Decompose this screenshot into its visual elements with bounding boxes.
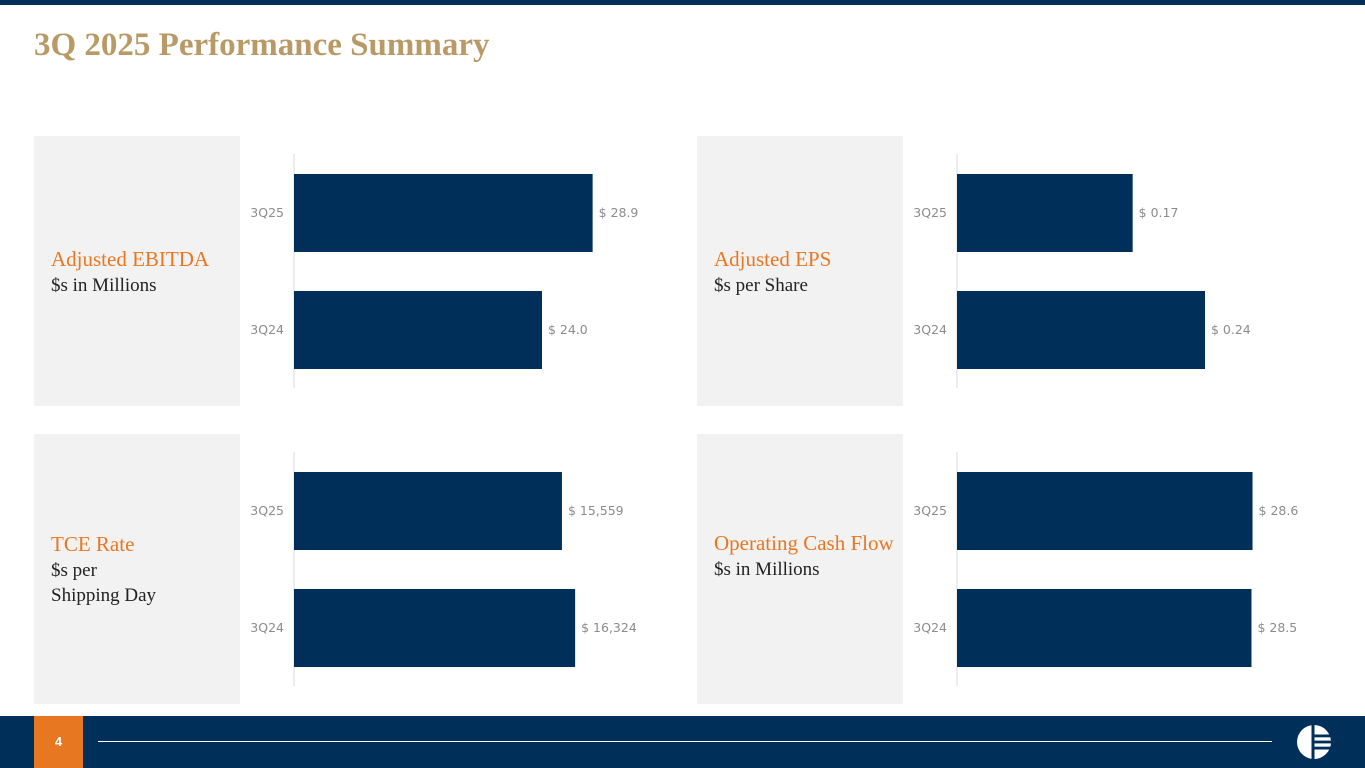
value-label: $ 0.17 [1139, 205, 1179, 220]
metric-name: Operating Cash Flow [714, 531, 894, 555]
value-label: $ 15,559 [568, 503, 624, 518]
category-label: 3Q25 [913, 205, 947, 220]
metric-unit: $s in Millions [51, 275, 157, 296]
page-title: 3Q 2025 Performance Summary [34, 27, 490, 63]
metric-name: Adjusted EPS [714, 247, 832, 271]
metric-label-box-ocf: Operating Cash Flow $s in Millions [697, 434, 903, 704]
company-logo-icon [1297, 724, 1332, 760]
category-label: 3Q24 [913, 620, 947, 635]
value-label: $ 0.24 [1211, 322, 1251, 337]
top-accent-bar [0, 0, 1365, 5]
metric-unit: $s per Shipping Day [51, 560, 157, 606]
bar-3q25 [294, 174, 593, 252]
footer-divider [98, 741, 1272, 742]
value-label: $ 28.5 [1258, 620, 1298, 635]
bar-3q25 [957, 472, 1253, 550]
value-label: $ 16,324 [581, 620, 637, 635]
metric-name: Adjusted EBITDA [51, 247, 210, 271]
page-number: 4 [34, 716, 83, 768]
category-label: 3Q25 [913, 503, 947, 518]
bar-3q24 [294, 291, 542, 369]
category-label: 3Q24 [913, 322, 947, 337]
value-label: $ 28.9 [599, 205, 639, 220]
footer-bar: 4 [0, 716, 1365, 768]
metric-unit: $s per Share [714, 275, 808, 296]
bar-3q24 [957, 589, 1252, 667]
metric-label-box-eps: Adjusted EPS $s per Share [697, 136, 903, 406]
chart-operating-cash-flow: 3Q25 $ 28.6 3Q24 $ 28.5 [913, 452, 1299, 686]
chart-tce-rate: 3Q25 $ 15,559 3Q24 $ 16,324 [250, 452, 637, 686]
chart-adjusted-eps: 3Q25 $ 0.17 3Q24 $ 0.24 [913, 154, 1251, 388]
category-label: 3Q25 [250, 205, 284, 220]
category-label: 3Q25 [250, 503, 284, 518]
chart-adjusted-ebitda: 3Q25 $ 28.9 3Q24 $ 24.0 [250, 154, 639, 388]
bar-3q24 [294, 589, 576, 667]
metric-unit: $s in Millions [714, 559, 820, 580]
bar-3q25 [957, 174, 1133, 252]
metric-name: TCE Rate [51, 532, 135, 556]
metric-label-box-tce: TCE Rate $s per Shipping Day [34, 434, 240, 704]
bar-3q24 [957, 291, 1205, 369]
category-label: 3Q24 [250, 322, 284, 337]
value-label: $ 28.6 [1259, 503, 1299, 518]
metric-label-box-ebitda: Adjusted EBITDA $s in Millions [34, 136, 240, 406]
value-label: $ 24.0 [548, 322, 588, 337]
bar-3q25 [294, 472, 562, 550]
category-label: 3Q24 [250, 620, 284, 635]
